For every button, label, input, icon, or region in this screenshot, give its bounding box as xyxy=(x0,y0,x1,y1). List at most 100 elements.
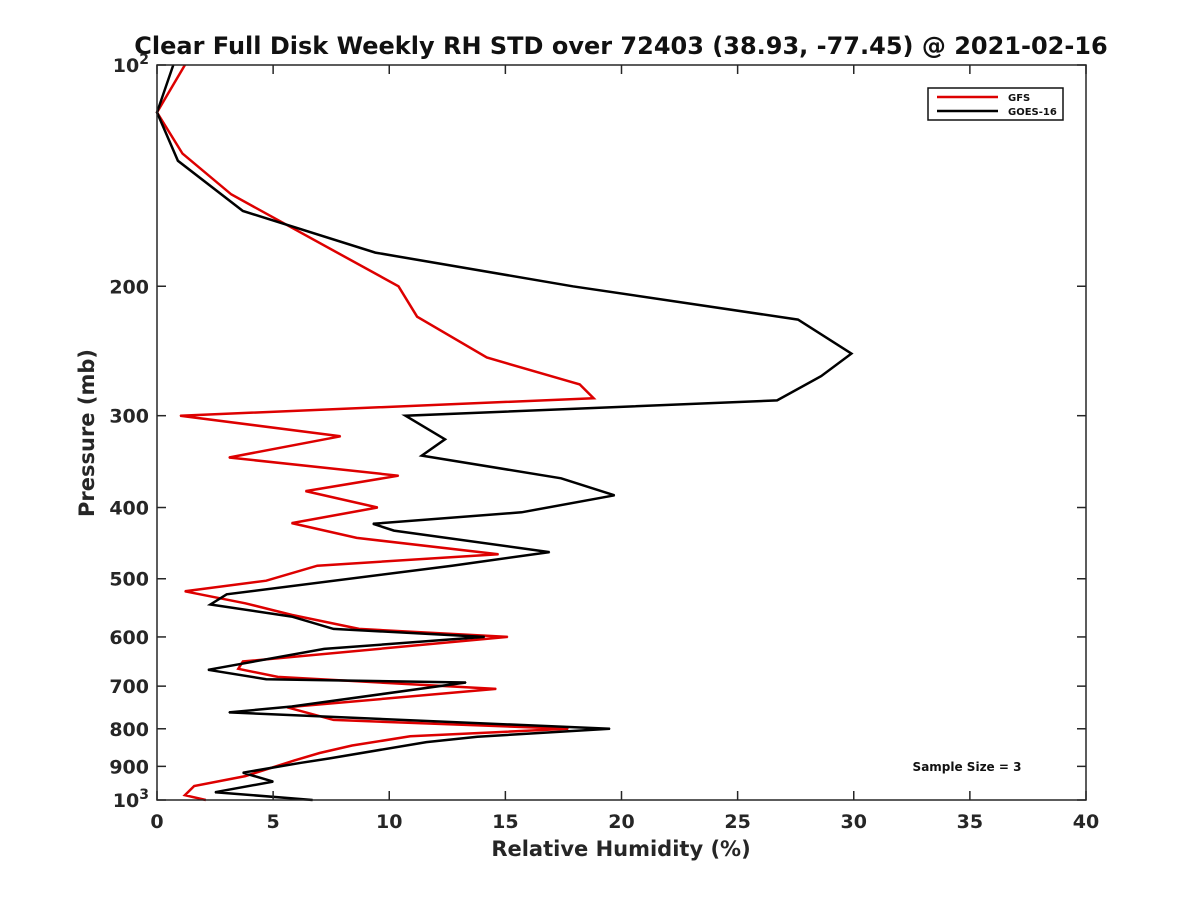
x-tick-label: 10 xyxy=(376,811,402,833)
data-point-goes16 xyxy=(572,285,574,287)
data-point-goes16 xyxy=(372,523,374,525)
data-point-gfs xyxy=(193,785,195,787)
data-point-gfs xyxy=(277,676,279,678)
y-tick-label: 300 xyxy=(109,406,149,428)
y-tick-label: 800 xyxy=(109,719,149,741)
data-point-gfs xyxy=(339,435,342,437)
data-point-goes16 xyxy=(797,319,799,321)
data-point-goes16 xyxy=(483,636,486,638)
data-point-goes16 xyxy=(451,565,453,567)
y-axis-label: Pressure (mb) xyxy=(75,349,99,517)
data-point-goes16 xyxy=(521,511,523,513)
data-point-goes16 xyxy=(242,210,244,212)
y-tick-label: 200 xyxy=(109,276,149,298)
data-point-goes16 xyxy=(421,455,423,457)
data-point-goes16 xyxy=(209,603,211,606)
data-point-gfs xyxy=(507,636,509,638)
data-point-gfs xyxy=(332,719,335,721)
data-point-gfs xyxy=(397,475,400,477)
data-point-goes16 xyxy=(226,593,228,595)
data-point-gfs xyxy=(228,456,230,459)
y-tick-label: 700 xyxy=(109,676,149,698)
data-point-goes16 xyxy=(214,791,216,793)
x-tick-label: 30 xyxy=(841,811,867,833)
data-point-gfs xyxy=(351,744,353,747)
data-point-goes16 xyxy=(207,669,209,671)
data-point-gfs xyxy=(230,193,232,195)
data-point-gfs xyxy=(356,537,358,539)
data-point-gfs xyxy=(593,397,595,399)
x-tick-label: 35 xyxy=(957,811,983,833)
data-point-goes16 xyxy=(425,741,427,743)
data-point-gfs xyxy=(409,735,411,737)
data-point-gfs xyxy=(397,285,400,287)
data-point-gfs xyxy=(179,415,181,417)
x-tick-label: 0 xyxy=(150,811,163,833)
series-line-goes16 xyxy=(155,64,854,802)
data-point-goes16 xyxy=(291,705,293,708)
x-tick-label: 5 xyxy=(267,811,280,833)
data-point-goes16 xyxy=(374,252,376,254)
y-tick-label: 600 xyxy=(109,627,149,649)
data-point-gfs xyxy=(293,760,295,762)
data-point-goes16 xyxy=(548,551,551,553)
y-tick-label: 102 xyxy=(113,52,149,77)
chart-title: Clear Full Disk Weekly RH STD over 72403… xyxy=(134,32,1107,60)
data-point-goes16 xyxy=(613,494,616,496)
data-point-gfs xyxy=(244,602,246,604)
y-tick-label: 900 xyxy=(109,756,149,778)
data-point-gfs xyxy=(291,614,293,616)
data-point-goes16 xyxy=(300,762,302,764)
y-tick-label: 103 xyxy=(113,787,149,812)
legend: GFS GOES-16 xyxy=(927,87,1064,121)
data-point-goes16 xyxy=(265,678,267,680)
x-tick-label: 15 xyxy=(492,811,518,833)
data-point-goes16 xyxy=(609,728,611,730)
y-axis-ticks: 102 200 300 400 500 600 700 800 900 103 xyxy=(109,52,1086,812)
data-point-gfs xyxy=(181,153,184,155)
data-point-goes16 xyxy=(776,399,778,401)
data-point-gfs xyxy=(237,668,239,670)
data-point-goes16 xyxy=(291,616,293,618)
data-point-gfs xyxy=(497,553,499,555)
data-point-goes16 xyxy=(404,415,407,417)
data-point-goes16 xyxy=(332,628,335,630)
data-point-gfs xyxy=(265,580,267,582)
x-tick-label: 40 xyxy=(1073,811,1099,833)
data-point-gfs xyxy=(184,794,186,796)
data-point-gfs xyxy=(567,728,569,730)
data-point-goes16 xyxy=(323,648,325,650)
data-point-gfs xyxy=(244,775,246,777)
data-point-goes16 xyxy=(228,711,230,714)
data-point-goes16 xyxy=(850,353,853,355)
data-point-gfs xyxy=(579,383,581,385)
sample-size-note: Sample Size = 3 xyxy=(913,760,1022,774)
data-point-gfs xyxy=(495,688,497,690)
x-axis-label: Relative Humidity (%) xyxy=(491,837,750,861)
data-point-goes16 xyxy=(393,530,395,532)
legend-box xyxy=(927,87,1064,121)
legend-label-gfs: GFS xyxy=(1008,93,1030,104)
data-point-goes16 xyxy=(444,438,446,440)
data-point-goes16 xyxy=(242,772,244,774)
data-point-gfs xyxy=(305,490,307,492)
data-point-gfs xyxy=(319,752,321,754)
data-point-gfs xyxy=(242,660,244,663)
y-tick-label: 500 xyxy=(109,569,149,591)
data-point-gfs xyxy=(184,590,186,592)
data-point-goes16 xyxy=(328,757,330,760)
data-point-goes16 xyxy=(560,477,562,479)
x-tick-label: 25 xyxy=(724,811,750,833)
legend-label-goes16: GOES-16 xyxy=(1008,107,1057,118)
data-point-gfs xyxy=(416,316,418,318)
data-point-goes16 xyxy=(272,781,274,783)
y-tick-label: 400 xyxy=(109,498,149,520)
data-point-gfs xyxy=(377,506,379,509)
x-axis-ticks: 0 5 10 15 20 25 30 35 40 xyxy=(150,65,1099,833)
data-point-gfs xyxy=(486,356,488,359)
x-tick-label: 20 xyxy=(608,811,634,833)
data-point-goes16 xyxy=(820,375,822,377)
data-point-goes16 xyxy=(476,736,479,738)
